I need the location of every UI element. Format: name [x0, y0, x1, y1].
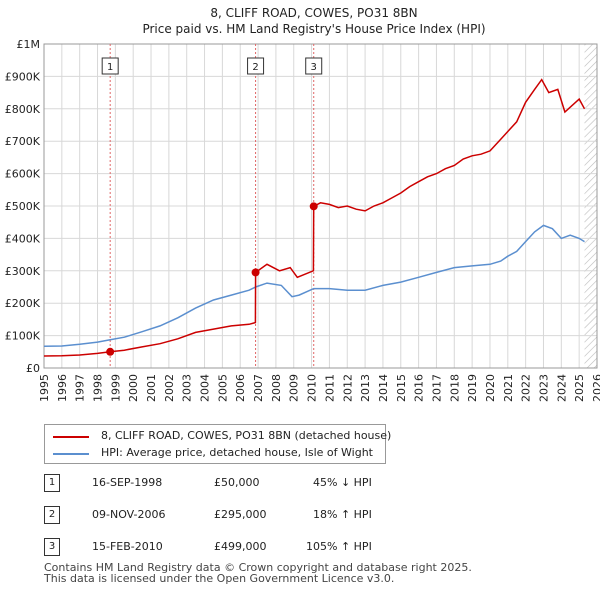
sale-1-point	[106, 347, 115, 356]
x-tick-label: 1999	[109, 374, 122, 402]
x-tick-label: 1998	[92, 374, 105, 402]
x-tick-label: 2010	[306, 374, 319, 402]
y-tick-label: £800K	[5, 103, 41, 116]
x-tick-label: 2016	[413, 374, 426, 402]
x-tick-label: 2006	[234, 374, 247, 402]
x-tick-label: 2014	[377, 374, 390, 402]
y-tick-label: £400K	[5, 232, 41, 245]
y-tick-label: £100K	[5, 330, 41, 343]
y-tick-label: £200K	[5, 297, 41, 310]
x-tick-label: 1995	[38, 374, 51, 402]
x-tick-label: 2004	[199, 374, 212, 402]
y-tick-label: £0	[26, 362, 40, 375]
x-tick-label: 2000	[127, 374, 140, 402]
sale-row-3: 3 15-FEB-2010 £499,000 105% ↑ HPI	[0, 538, 600, 558]
legend-label-hpi: HPI: Average price, detached house, Isle…	[101, 446, 373, 459]
sale-1-label-box	[101, 57, 119, 75]
sale-2-label-box	[247, 57, 265, 75]
sale-marker-1: 1	[44, 474, 60, 492]
x-tick-label: 1996	[56, 374, 69, 402]
x-tick-label: 2009	[288, 374, 301, 402]
x-tick-label: 2003	[181, 374, 194, 402]
property-series-line	[43, 78, 586, 357]
footer-line-1: Contains HM Land Registry data © Crown c…	[44, 561, 472, 574]
sale-1-label: 1	[107, 62, 113, 73]
x-tick-label: 2022	[520, 374, 533, 402]
y-tick-label: £900K	[5, 70, 41, 83]
y-tick-label: £300K	[5, 265, 41, 278]
sale-price: £50,000	[214, 476, 260, 489]
sale-date: 09-NOV-2006	[92, 508, 166, 521]
legend-label-property: 8, CLIFF ROAD, COWES, PO31 8BN (detached…	[101, 429, 392, 442]
chart-legend: 8, CLIFF ROAD, COWES, PO31 8BN (detached…	[44, 424, 391, 464]
sale-marker-2: 2	[44, 506, 60, 524]
sale-marker-3: 3	[44, 538, 60, 556]
x-tick-label: 1997	[74, 374, 87, 402]
x-tick-label: 2008	[270, 374, 283, 402]
x-tick-label: 2020	[484, 374, 497, 402]
chart-title: 8, CLIFF ROAD, COWES, PO31 8BN	[210, 6, 417, 20]
plot-frame	[43, 43, 598, 369]
x-tick-label: 2007	[252, 374, 265, 402]
sale-price: £295,000	[214, 508, 267, 521]
x-tick-label: 2005	[216, 374, 229, 402]
sale-2-label: 2	[252, 62, 258, 73]
x-tick-label: 2017	[430, 374, 443, 402]
x-tick-label: 2021	[502, 374, 515, 402]
y-tick-label: £700K	[5, 135, 41, 148]
y-tick-label: £500K	[5, 200, 41, 213]
x-tick-label: 2024	[555, 374, 568, 402]
legend-swatch-hpi	[53, 453, 89, 455]
chart-subtitle: Price paid vs. HM Land Registry's House …	[142, 22, 485, 36]
x-tick-label: 2011	[323, 374, 336, 402]
legend-swatch-property	[53, 436, 89, 438]
sale-date: 16-SEP-1998	[92, 476, 163, 489]
sale-price: £499,000	[214, 540, 267, 553]
x-tick-label: 2023	[537, 374, 550, 402]
y-tick-label: £600K	[5, 168, 41, 181]
sale-3-point	[309, 202, 318, 211]
x-tick-label: 2001	[145, 374, 158, 402]
sale-3-label: 3	[311, 62, 317, 73]
y-tick-label: £1M	[17, 38, 41, 51]
sale-hpi-compare: 45% ↓ HPI	[313, 476, 372, 489]
footer-line-2: This data is licensed under the Open Gov…	[44, 572, 395, 585]
sale-3-label-box	[305, 57, 323, 75]
sale-2-point	[251, 268, 260, 277]
sale-date: 15-FEB-2010	[92, 540, 163, 553]
x-tick-label: 2018	[448, 374, 461, 402]
x-tick-label: 2012	[341, 374, 354, 402]
x-tick-label: 2015	[395, 374, 408, 402]
sale-hpi-compare: 18% ↑ HPI	[313, 508, 372, 521]
sale-hpi-compare: 105% ↑ HPI	[306, 540, 372, 553]
sale-row-2: 2 09-NOV-2006 £295,000 18% ↑ HPI	[0, 506, 600, 526]
hpi-series-line	[43, 224, 585, 348]
x-tick-label: 2013	[359, 374, 372, 402]
sale-row-1: 1 16-SEP-1998 £50,000 45% ↓ HPI	[0, 474, 600, 494]
x-tick-label: 2002	[163, 374, 176, 402]
footer-attribution: Contains HM Land Registry data © Crown c…	[44, 562, 472, 584]
x-tick-label: 2019	[466, 374, 479, 402]
x-tick-label: 2025	[573, 374, 586, 402]
price-chart: 8, CLIFF ROAD, COWES, PO31 8BN Price pai…	[5, 6, 600, 402]
x-tick-label: 2026	[591, 374, 600, 402]
